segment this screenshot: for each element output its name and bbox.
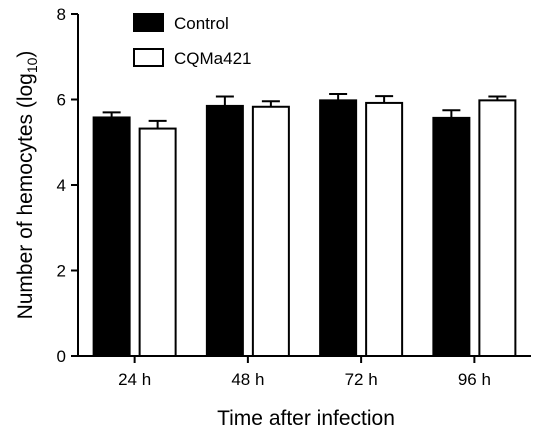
y-tick-label-8: 8 <box>57 5 66 24</box>
y-tick-label-0: 0 <box>57 347 66 366</box>
y-axis-title-main: Number of hemocytes (log <box>14 73 37 319</box>
bar-control-0 <box>92 116 131 357</box>
x-tick-label-2: 72 h <box>345 370 378 389</box>
y-axis-title-subscript: 10 <box>24 57 40 73</box>
y-axis-title-close: ) <box>14 51 37 58</box>
legend: Control CQMa421 <box>133 13 251 68</box>
x-axis-title: Time after infection <box>217 407 395 430</box>
y-axis: 0 2 4 6 8 <box>57 5 79 366</box>
x-tick-label-1: 48 h <box>231 370 264 389</box>
bars <box>92 92 517 358</box>
legend-label-control: Control <box>174 14 229 33</box>
y-tick-label-2: 2 <box>57 262 66 281</box>
x-axis: 24 h 48 h 72 h 96 h <box>78 355 531 389</box>
legend-label-cqma421: CQMa421 <box>174 49 251 68</box>
legend-swatch-control <box>133 13 164 32</box>
bar-cqma421-3 <box>478 99 517 358</box>
bar-cqma421-0 <box>138 127 177 357</box>
y-tick-label-6: 6 <box>57 91 66 110</box>
y-axis-title: Number of hemocytes (log10) <box>14 51 40 320</box>
bar-control-2 <box>319 99 358 358</box>
y-tick-label-4: 4 <box>57 176 66 195</box>
x-tick-label-0: 24 h <box>118 370 151 389</box>
x-tick-label-3: 96 h <box>458 370 491 389</box>
bar-control-3 <box>432 116 471 357</box>
bar-control-1 <box>205 104 244 357</box>
bar-cqma421-1 <box>251 105 290 357</box>
legend-swatch-cqma421 <box>133 48 164 67</box>
bar-cqma421-2 <box>365 101 404 357</box>
